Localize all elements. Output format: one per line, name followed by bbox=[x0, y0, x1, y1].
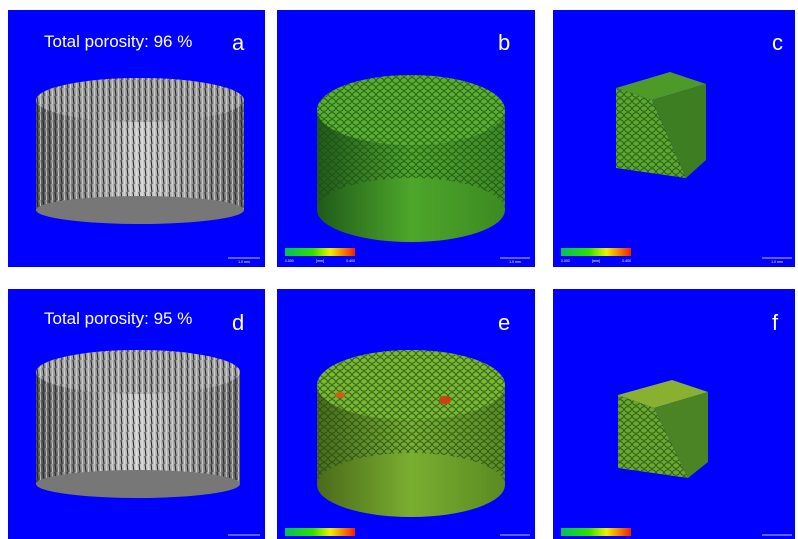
colorbar-unit: [mm] bbox=[592, 259, 600, 263]
porosity-text: Total porosity: 96 % bbox=[44, 32, 192, 51]
panel-e: e bbox=[277, 289, 535, 539]
panel-label: c bbox=[772, 30, 783, 55]
scale-bar-label: 1.0 mm bbox=[238, 260, 250, 264]
panel-label: e bbox=[498, 310, 510, 335]
panel-a: Total porosity: 96 % a 1.0 mm bbox=[8, 10, 265, 267]
panel-b: b 0.000 [mm] 0.400 1.0 mm bbox=[277, 10, 535, 267]
panel-label: d bbox=[232, 310, 244, 335]
figure: Total porosity: 96 % a 1.0 mm b 0.000 [m… bbox=[0, 0, 798, 539]
colorbar-max: 0.400 bbox=[346, 259, 355, 263]
colorbar-min: 0.000 bbox=[561, 259, 570, 263]
scale-bar-label: 1.0 mm bbox=[771, 260, 783, 264]
panel-d: Total porosity: 95 % d bbox=[8, 289, 265, 539]
colorbar-min: 0.000 bbox=[285, 259, 294, 263]
panel-label: a bbox=[232, 30, 245, 55]
panel-label: f bbox=[772, 310, 779, 335]
panel-f: f bbox=[553, 289, 795, 539]
panel-c: c 0.000 [mm] 0.400 1.0 mm bbox=[553, 10, 795, 267]
porosity-text: Total porosity: 95 % bbox=[44, 309, 192, 328]
scale-bar-label: 1.0 mm bbox=[509, 260, 521, 264]
colorbar-unit: [mm] bbox=[316, 259, 324, 263]
panel-label: b bbox=[498, 30, 510, 55]
colorbar-max: 0.400 bbox=[622, 259, 631, 263]
